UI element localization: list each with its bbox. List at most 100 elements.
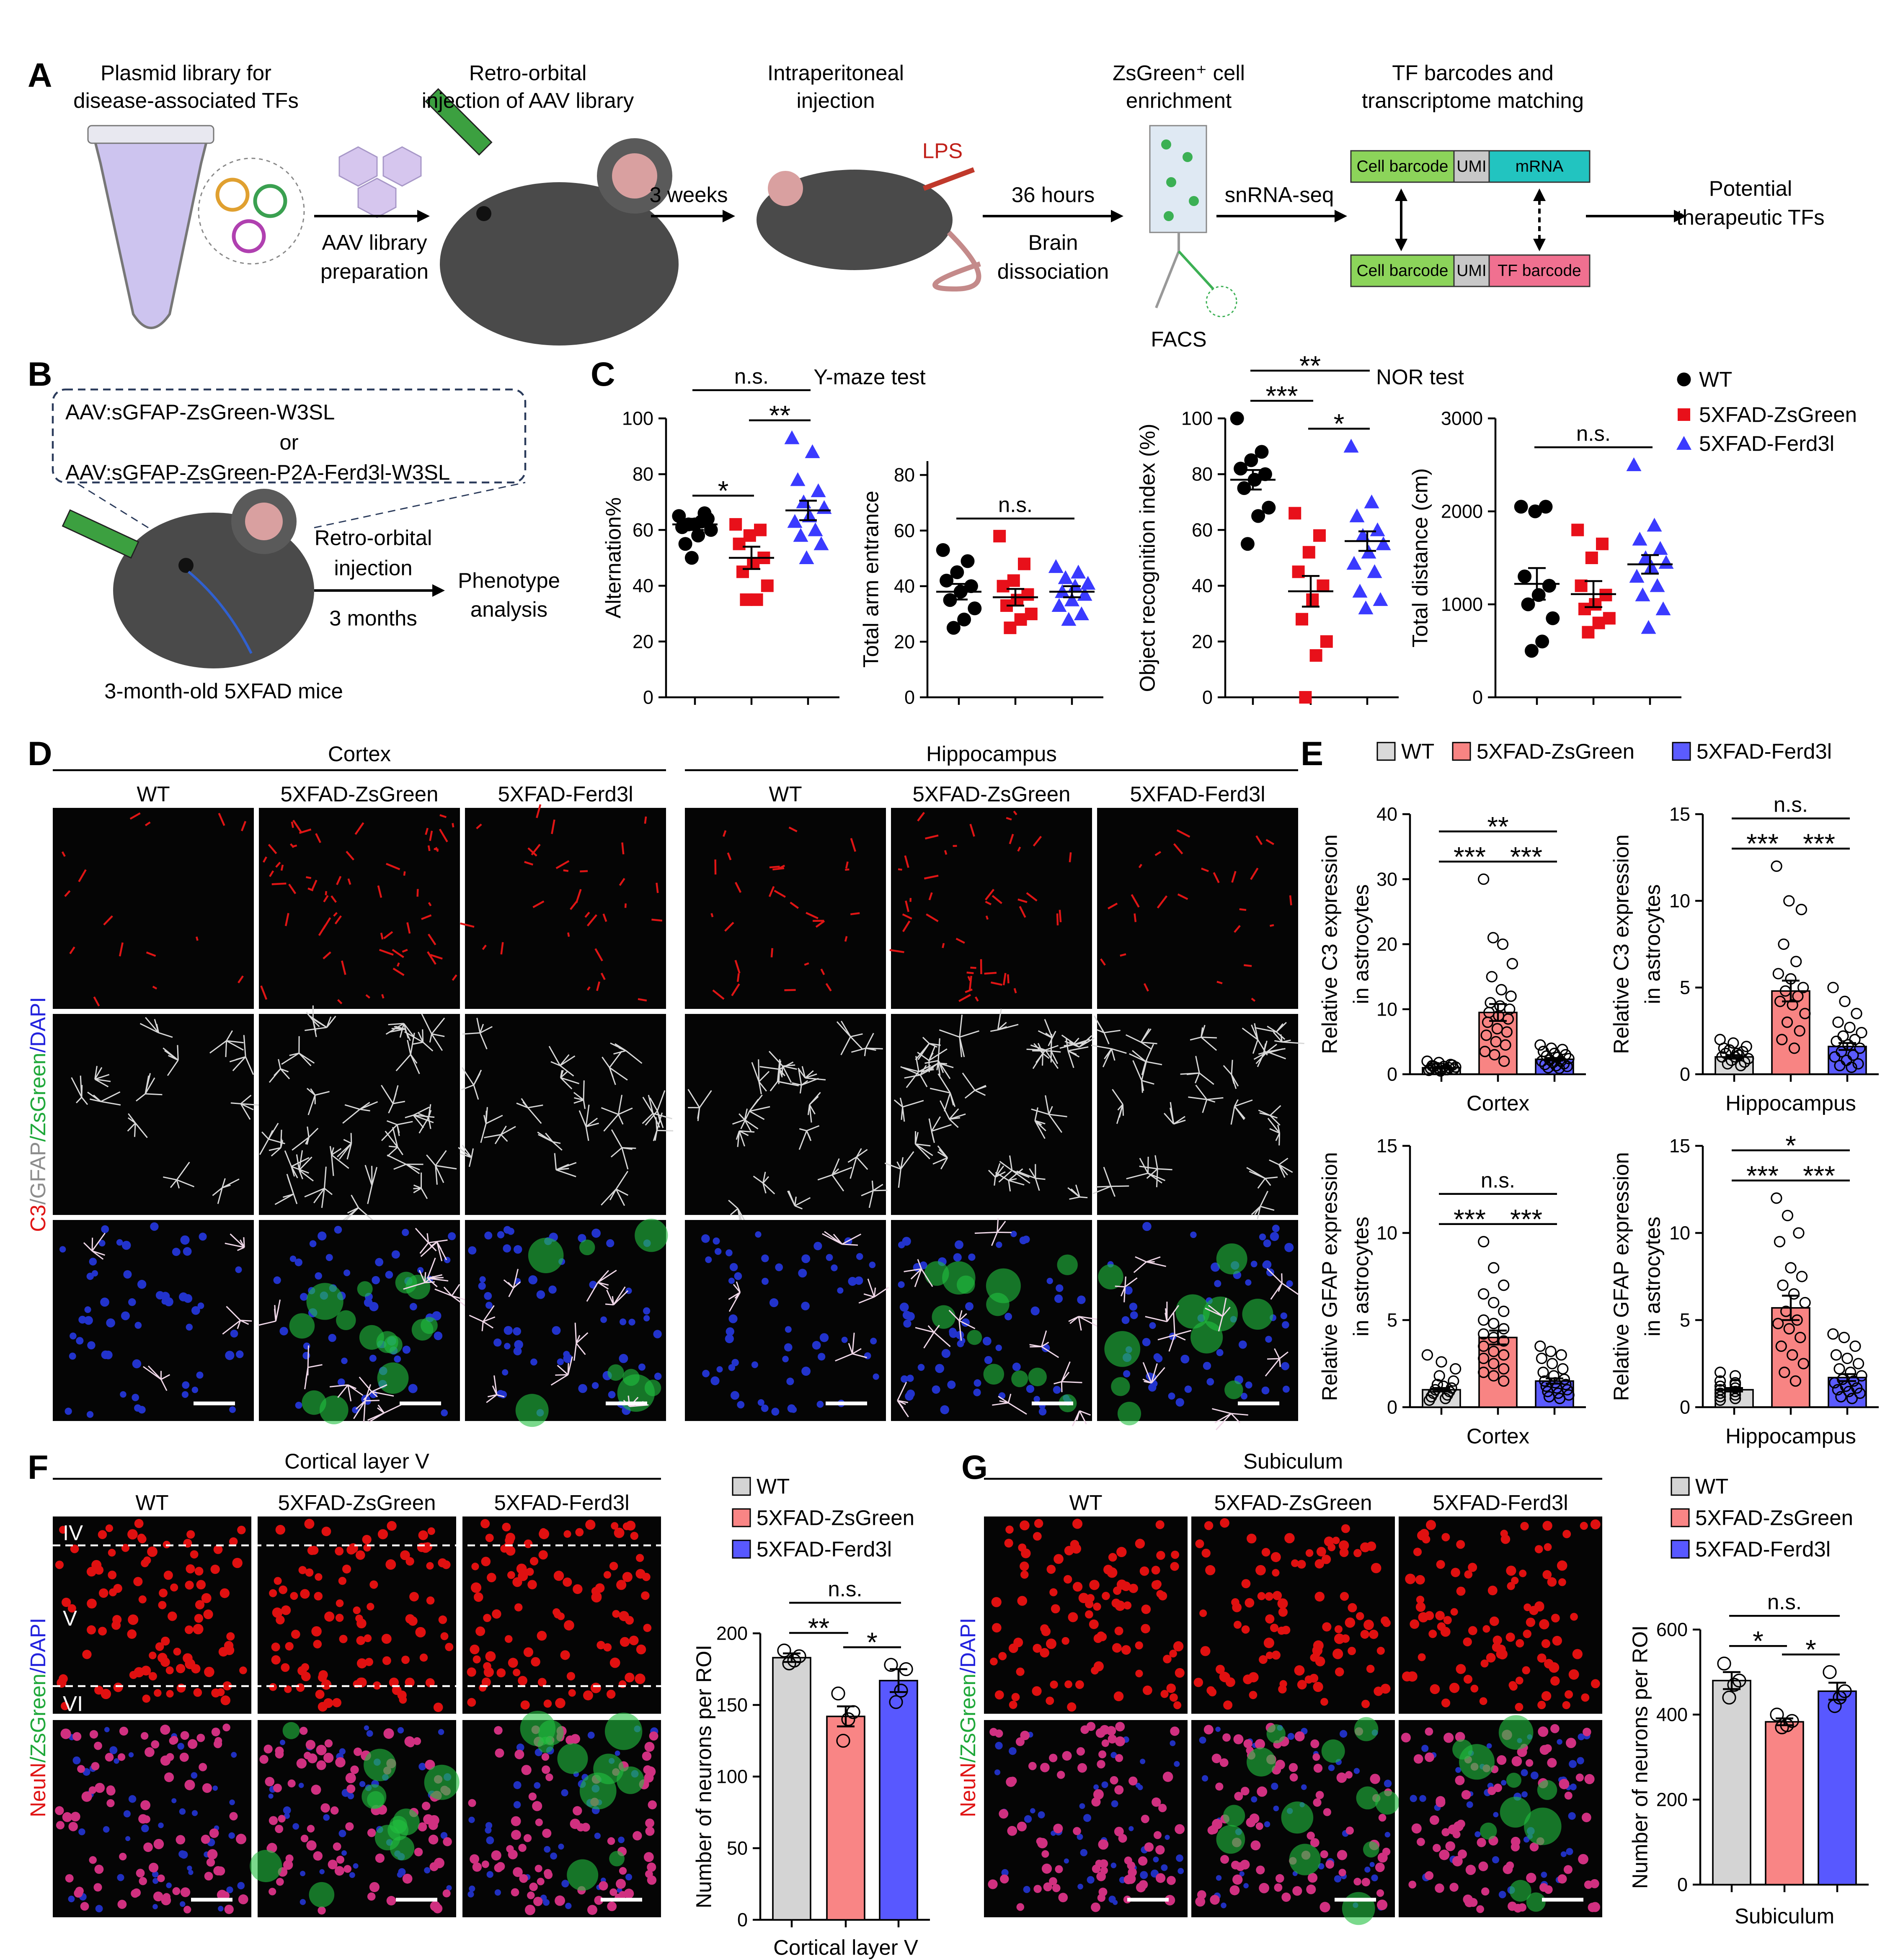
nucleus	[642, 1573, 651, 1581]
nucleus	[481, 1557, 491, 1566]
c3-signal	[944, 850, 948, 855]
zsgreen	[604, 1712, 643, 1750]
nucleus	[1313, 1681, 1323, 1692]
nucleus	[516, 1563, 527, 1574]
astrocyte	[856, 1149, 868, 1158]
astrocyte	[425, 1281, 435, 1284]
nucleus	[514, 1603, 523, 1612]
nucleus	[1287, 1733, 1295, 1740]
nucleus	[813, 1242, 822, 1251]
nucleus	[1243, 1883, 1249, 1888]
c3-signal	[61, 851, 66, 857]
c3-signal	[1244, 964, 1252, 967]
nucleus	[729, 1263, 738, 1271]
astrocyte	[368, 1412, 385, 1423]
nucleus	[337, 1378, 345, 1386]
nucleus	[503, 1542, 511, 1550]
astrocyte	[372, 1391, 394, 1397]
data-point	[1789, 1375, 1802, 1387]
astrocyte	[999, 1400, 1009, 1404]
nucleus	[350, 1765, 359, 1774]
astrocyte	[431, 1033, 445, 1037]
astrocyte	[168, 1055, 178, 1061]
nucleus	[1439, 1849, 1450, 1860]
nucleus	[1216, 1875, 1222, 1881]
c3-signal	[379, 949, 394, 956]
astrocyte	[768, 1051, 783, 1067]
c3-signal	[119, 942, 124, 957]
nucleus	[152, 1871, 159, 1877]
astrocyte	[385, 1130, 398, 1148]
nucleus	[1280, 1312, 1287, 1320]
micrograph	[1191, 1717, 1400, 1925]
y-tick-label: 10	[1376, 1222, 1397, 1244]
micrograph	[53, 808, 254, 1009]
nucleus	[761, 1404, 769, 1412]
astrocyte	[550, 1374, 568, 1386]
nucleus	[1201, 1775, 1208, 1782]
data-point	[1018, 557, 1030, 570]
nucleus	[1062, 1751, 1072, 1761]
nucleus	[316, 1745, 327, 1756]
nucleus	[1562, 1701, 1570, 1710]
nucleus	[1332, 1537, 1340, 1545]
nucleus	[283, 1806, 291, 1814]
astrocyte	[377, 1407, 385, 1413]
nucleus	[514, 1340, 523, 1349]
c3-signal	[820, 968, 825, 975]
astrocyte	[958, 1313, 967, 1321]
nucleus	[1468, 1563, 1477, 1572]
nucleus	[1040, 1624, 1049, 1633]
y-tick-label: 60	[894, 520, 915, 541]
significance-label: ***	[1510, 1204, 1542, 1235]
nucleus	[1345, 1826, 1354, 1835]
nucleus	[1415, 1575, 1425, 1585]
step-text: preparation	[320, 260, 429, 284]
c3-signal	[1002, 973, 1007, 985]
astrocyte	[657, 1130, 674, 1132]
zsgreen	[983, 1364, 1004, 1385]
astrocyte	[163, 1047, 179, 1061]
data-point	[684, 551, 699, 565]
c3-signal	[383, 931, 393, 939]
column-label: WT	[1069, 1491, 1102, 1515]
nucleus	[323, 1753, 334, 1763]
c3-signal	[288, 883, 297, 895]
data-point	[1289, 507, 1301, 520]
astrocyte	[269, 1068, 281, 1083]
nucleus	[1033, 1396, 1040, 1403]
astrocyte	[1054, 1381, 1062, 1385]
nucleus	[1173, 1701, 1182, 1710]
nucleus	[1384, 1779, 1392, 1787]
data-point	[1498, 1323, 1510, 1335]
data-point	[946, 621, 961, 635]
nucleus	[77, 1765, 85, 1773]
nucleus	[705, 1256, 712, 1263]
data-point	[1655, 601, 1671, 616]
nucleus	[1141, 1604, 1151, 1614]
astrocyte	[443, 1287, 452, 1297]
micrograph	[458, 1014, 674, 1215]
bar	[772, 1657, 811, 1921]
c3-signal	[238, 975, 244, 984]
astrocyte	[910, 1268, 922, 1280]
nucleus	[1115, 1754, 1123, 1762]
astrocyte	[420, 1241, 438, 1257]
nucleus	[211, 1728, 220, 1736]
x-axis-label: Hippocampus	[1725, 1424, 1856, 1448]
nucleus	[72, 1756, 81, 1764]
nucleus	[1275, 1874, 1284, 1883]
astrocyte	[1270, 1283, 1283, 1300]
c3-signal	[734, 882, 742, 893]
nucleus	[1297, 1680, 1307, 1689]
nucleus	[1338, 1540, 1349, 1551]
stain-part: /DAPI	[26, 1618, 50, 1674]
nucleus	[294, 1258, 303, 1266]
nucleus	[624, 1888, 634, 1899]
nucleus	[1046, 1697, 1054, 1705]
nucleus	[385, 1271, 393, 1279]
astrocyte	[343, 1139, 352, 1144]
astrocyte	[268, 1123, 279, 1140]
astrocyte	[240, 1320, 252, 1322]
nucleus	[1584, 1774, 1595, 1785]
